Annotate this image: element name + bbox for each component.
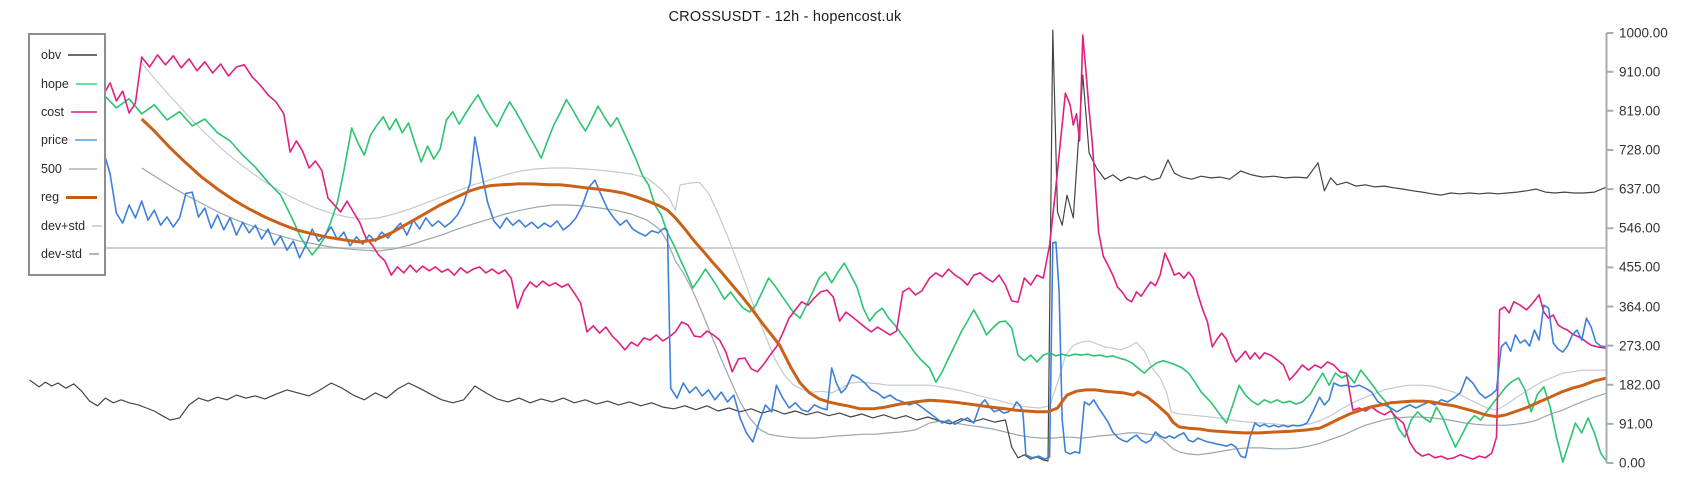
series-line-reg (140, 117, 1608, 435)
legend-item-500[interactable]: 500 (41, 155, 97, 183)
legend-item-label: price (41, 133, 69, 148)
legend-item-swatch (75, 82, 97, 85)
legend-item-swatch (92, 224, 103, 227)
legend-item-obv[interactable]: obv (41, 41, 97, 69)
legend-item-swatch (89, 252, 99, 255)
legend-item-label: reg (41, 190, 60, 205)
legend-item-label: dev-std (41, 246, 82, 261)
chart-title: CROSSUSDT - 12h - hopencost.uk (668, 9, 902, 25)
legend-item-swatch (68, 54, 97, 57)
y-axis-line (1605, 32, 1614, 464)
legend-item-cost[interactable]: cost (41, 98, 97, 126)
legend-item-label: 500 (41, 161, 62, 176)
legend-item-reg[interactable]: reg (41, 183, 97, 211)
legend-item-label: dev+std (41, 218, 86, 233)
legend-item-label: hope (41, 76, 69, 91)
legend-item-swatch (70, 110, 97, 113)
legend-item-swatch (75, 139, 97, 142)
legend-item-swatch (68, 167, 97, 170)
series-line-devplus (141, 62, 1607, 426)
legend-item-hope[interactable]: hope (41, 69, 97, 97)
series-line-price (103, 136, 1608, 460)
series-line-cost (103, 34, 1608, 460)
legend-item-swatch (66, 195, 97, 199)
series-line-devminus (141, 167, 1608, 456)
series-line-hope (103, 94, 1608, 463)
legend-item-label: obv (41, 48, 62, 63)
legend-item-dev-std[interactable]: dev+std (41, 211, 103, 239)
legend-item-price[interactable]: price (41, 126, 97, 154)
legend-item-label: cost (41, 104, 64, 119)
legend-item-dev-std[interactable]: dev-std (41, 240, 99, 268)
legend: obv hope cost price 500 reg dev+std dev-std (28, 33, 106, 277)
series-line-obv (29, 29, 1608, 462)
